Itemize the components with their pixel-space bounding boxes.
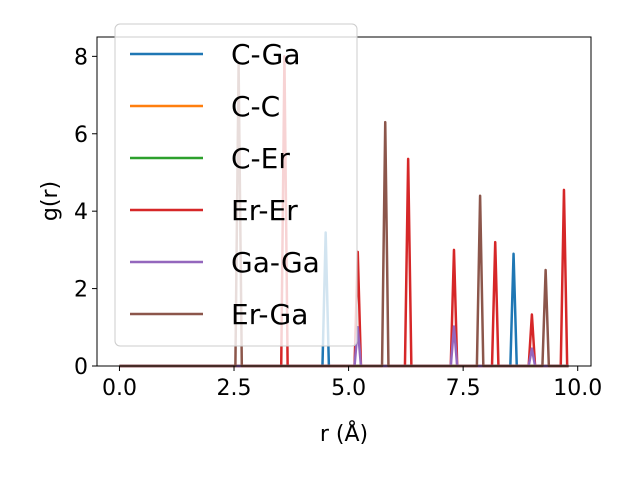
legend-label: C-C [231, 90, 280, 123]
y-axis-label: g(r) [38, 181, 63, 221]
x-axis-label: r (Å) [320, 420, 368, 447]
x-tick-label: 5.0 [331, 376, 366, 401]
legend-label: C-Ga [231, 38, 301, 71]
x-tick-label: 0.0 [102, 376, 137, 401]
y-tick-label: 6 [74, 123, 88, 148]
legend-box [114, 23, 358, 347]
y-axis: 0 2 4 6 8 [74, 45, 97, 380]
y-tick-label: 8 [74, 45, 88, 70]
legend-label: Er-Ga [231, 298, 308, 331]
legend: C-Ga C-C C-Er Er-Er Ga-Ga Er-Ga [114, 23, 358, 347]
x-tick-label: 10.0 [553, 376, 602, 401]
x-tick-label: 7.5 [446, 376, 481, 401]
legend-label: Er-Er [231, 194, 298, 227]
x-tick-label: 2.5 [217, 376, 252, 401]
y-tick-label: 4 [74, 200, 88, 225]
x-axis: 0.0 2.5 5.0 7.5 10.0 [102, 366, 602, 401]
legend-label: C-Er [231, 142, 290, 175]
y-tick-label: 2 [74, 278, 88, 303]
legend-label: Ga-Ga [231, 246, 320, 279]
y-tick-label: 0 [74, 355, 88, 380]
